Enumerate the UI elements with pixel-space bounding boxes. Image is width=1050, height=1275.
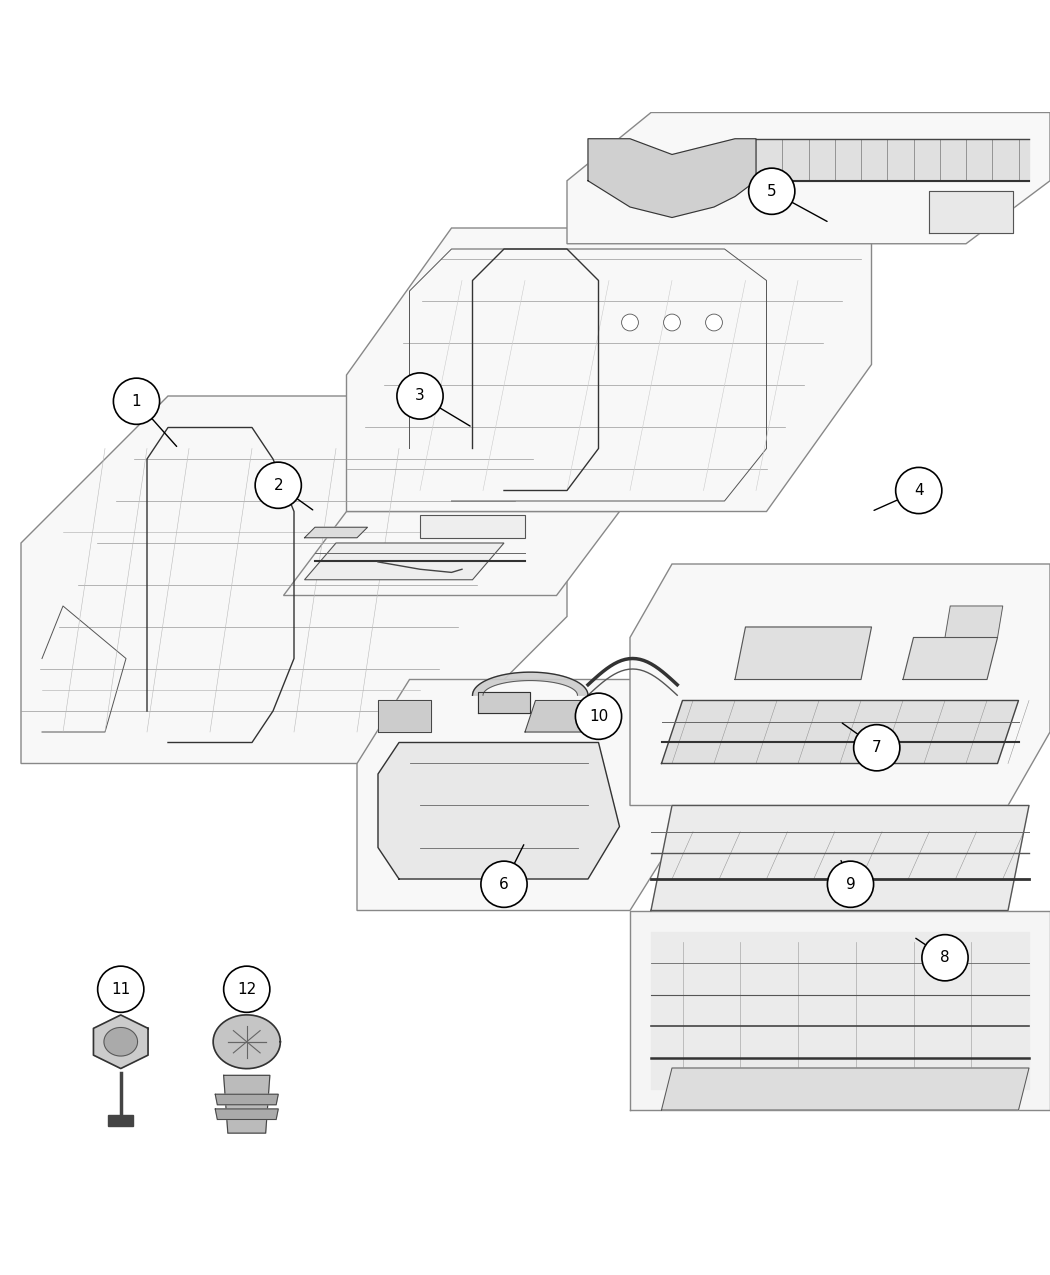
Polygon shape: [735, 627, 872, 680]
Polygon shape: [567, 112, 1050, 244]
Polygon shape: [224, 1075, 270, 1133]
Polygon shape: [588, 139, 756, 218]
Text: 8: 8: [940, 950, 950, 965]
Circle shape: [622, 314, 638, 332]
Polygon shape: [108, 1116, 133, 1126]
Text: 7: 7: [872, 741, 882, 755]
Polygon shape: [346, 228, 871, 511]
Text: 10: 10: [589, 709, 608, 724]
Circle shape: [113, 379, 160, 425]
Polygon shape: [93, 1015, 148, 1068]
Circle shape: [481, 861, 527, 908]
Polygon shape: [929, 191, 1013, 233]
Polygon shape: [662, 1068, 1029, 1111]
Polygon shape: [651, 806, 1029, 910]
FancyBboxPatch shape: [420, 515, 525, 538]
Circle shape: [749, 168, 795, 214]
Polygon shape: [651, 932, 1029, 1089]
Polygon shape: [945, 606, 1003, 638]
Text: 11: 11: [111, 982, 130, 997]
Circle shape: [575, 694, 622, 739]
Text: 12: 12: [237, 982, 256, 997]
Circle shape: [255, 462, 301, 509]
Polygon shape: [215, 1094, 278, 1104]
Circle shape: [922, 935, 968, 980]
Text: 9: 9: [845, 877, 856, 891]
Polygon shape: [478, 692, 530, 713]
Polygon shape: [304, 528, 368, 538]
Polygon shape: [304, 543, 504, 580]
Text: 2: 2: [273, 478, 284, 492]
Circle shape: [706, 314, 722, 332]
Polygon shape: [378, 742, 620, 878]
Circle shape: [664, 314, 680, 332]
Polygon shape: [21, 397, 567, 764]
Polygon shape: [756, 139, 1029, 181]
Polygon shape: [630, 910, 1050, 1111]
Circle shape: [397, 372, 443, 419]
Polygon shape: [378, 700, 430, 732]
Polygon shape: [213, 1015, 280, 1068]
Polygon shape: [284, 511, 620, 595]
Circle shape: [896, 468, 942, 514]
Circle shape: [224, 966, 270, 1012]
Text: 3: 3: [415, 389, 425, 403]
Circle shape: [854, 724, 900, 771]
Text: 6: 6: [499, 877, 509, 891]
Polygon shape: [472, 672, 588, 695]
Polygon shape: [104, 1028, 138, 1056]
Text: 5: 5: [766, 184, 777, 199]
Polygon shape: [525, 700, 609, 732]
Circle shape: [827, 861, 874, 908]
Circle shape: [98, 966, 144, 1012]
Polygon shape: [630, 564, 1050, 806]
Text: 1: 1: [131, 394, 142, 409]
Text: 4: 4: [914, 483, 924, 499]
Polygon shape: [215, 1109, 278, 1119]
Polygon shape: [357, 680, 682, 910]
Polygon shape: [903, 638, 998, 680]
Polygon shape: [662, 700, 1018, 764]
